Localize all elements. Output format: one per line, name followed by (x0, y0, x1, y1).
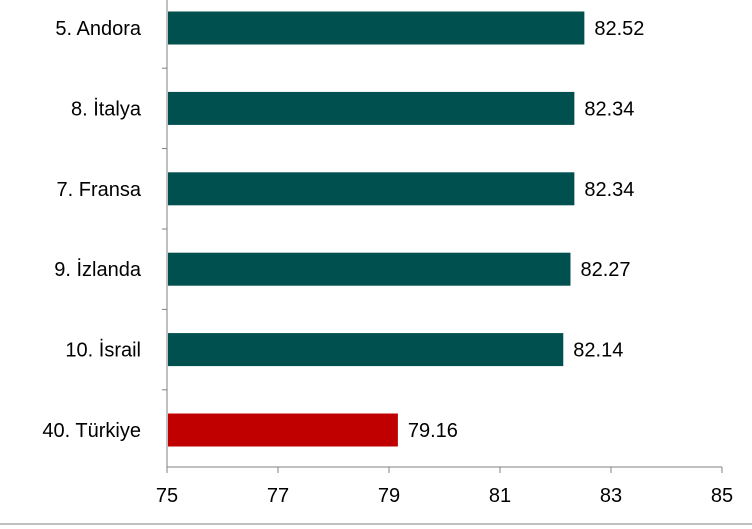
data-label: 82.34 (584, 98, 634, 120)
x-tick-label: 75 (156, 485, 178, 507)
bars-layer (168, 11, 585, 447)
category-label: 8. İtalya (71, 97, 142, 120)
data-label: 82.14 (573, 340, 623, 362)
bar (168, 172, 575, 206)
bar (168, 252, 571, 286)
x-tick-label: 77 (267, 485, 289, 507)
category-label: 9. İzlanda (54, 258, 142, 281)
bar (168, 91, 575, 125)
x-tick-label: 81 (489, 485, 511, 507)
data-label: 79.16 (408, 420, 458, 442)
data-label: 82.34 (584, 179, 634, 201)
category-label: 10. İsrail (65, 339, 141, 362)
labels-layer: 5. Andora 82.52 8. İtalya 82.34 7. Fransa 82.… (42, 18, 644, 442)
data-label: 82.27 (580, 259, 630, 281)
category-label: 40. Türkiye (42, 420, 141, 442)
bar (168, 333, 564, 367)
bar (168, 413, 398, 447)
x-tick-label: 85 (711, 485, 733, 507)
x-tick-label: 83 (600, 485, 622, 507)
x-tick-label: 79 (378, 485, 400, 507)
data-label: 82.52 (594, 18, 644, 40)
category-label: 7. Fransa (57, 179, 142, 201)
bar (168, 11, 585, 45)
category-label: 5. Andora (55, 18, 142, 40)
